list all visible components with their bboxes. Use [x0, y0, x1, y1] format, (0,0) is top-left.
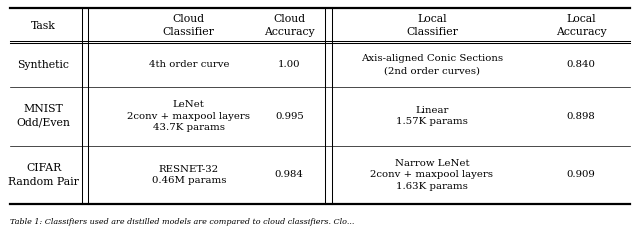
Text: Table 1: Classifiers used are distilled models are compared to cloud classifiers: Table 1: Classifiers used are distilled … — [10, 218, 354, 226]
Text: 4th order curve: 4th order curve — [148, 60, 229, 69]
Text: MNIST
Odd/Even: MNIST Odd/Even — [17, 104, 70, 128]
Text: Axis-aligned Conic Sections
(2nd order curves): Axis-aligned Conic Sections (2nd order c… — [361, 55, 503, 75]
Text: Local
Accuracy: Local Accuracy — [556, 14, 607, 37]
Text: RESNET-32
0.46M params: RESNET-32 0.46M params — [152, 164, 226, 185]
Text: 0.898: 0.898 — [567, 112, 595, 121]
Text: CIFAR
Random Pair: CIFAR Random Pair — [8, 163, 79, 187]
Text: Cloud
Accuracy: Cloud Accuracy — [264, 14, 315, 37]
Text: 1.00: 1.00 — [278, 60, 301, 69]
Text: Local
Classifier: Local Classifier — [406, 14, 458, 37]
Text: Linear
1.57K params: Linear 1.57K params — [396, 106, 468, 127]
Text: 0.984: 0.984 — [275, 170, 304, 179]
Text: Task: Task — [31, 21, 56, 30]
Text: 0.995: 0.995 — [275, 112, 303, 121]
Text: 0.840: 0.840 — [566, 60, 596, 69]
Text: 0.909: 0.909 — [567, 170, 595, 179]
Text: LeNet
2conv + maxpool layers
43.7K params: LeNet 2conv + maxpool layers 43.7K param… — [127, 100, 250, 132]
Text: Narrow LeNet
2conv + maxpool layers
1.63K params: Narrow LeNet 2conv + maxpool layers 1.63… — [371, 159, 493, 191]
Text: Cloud
Classifier: Cloud Classifier — [163, 14, 215, 37]
Text: Synthetic: Synthetic — [17, 60, 70, 70]
